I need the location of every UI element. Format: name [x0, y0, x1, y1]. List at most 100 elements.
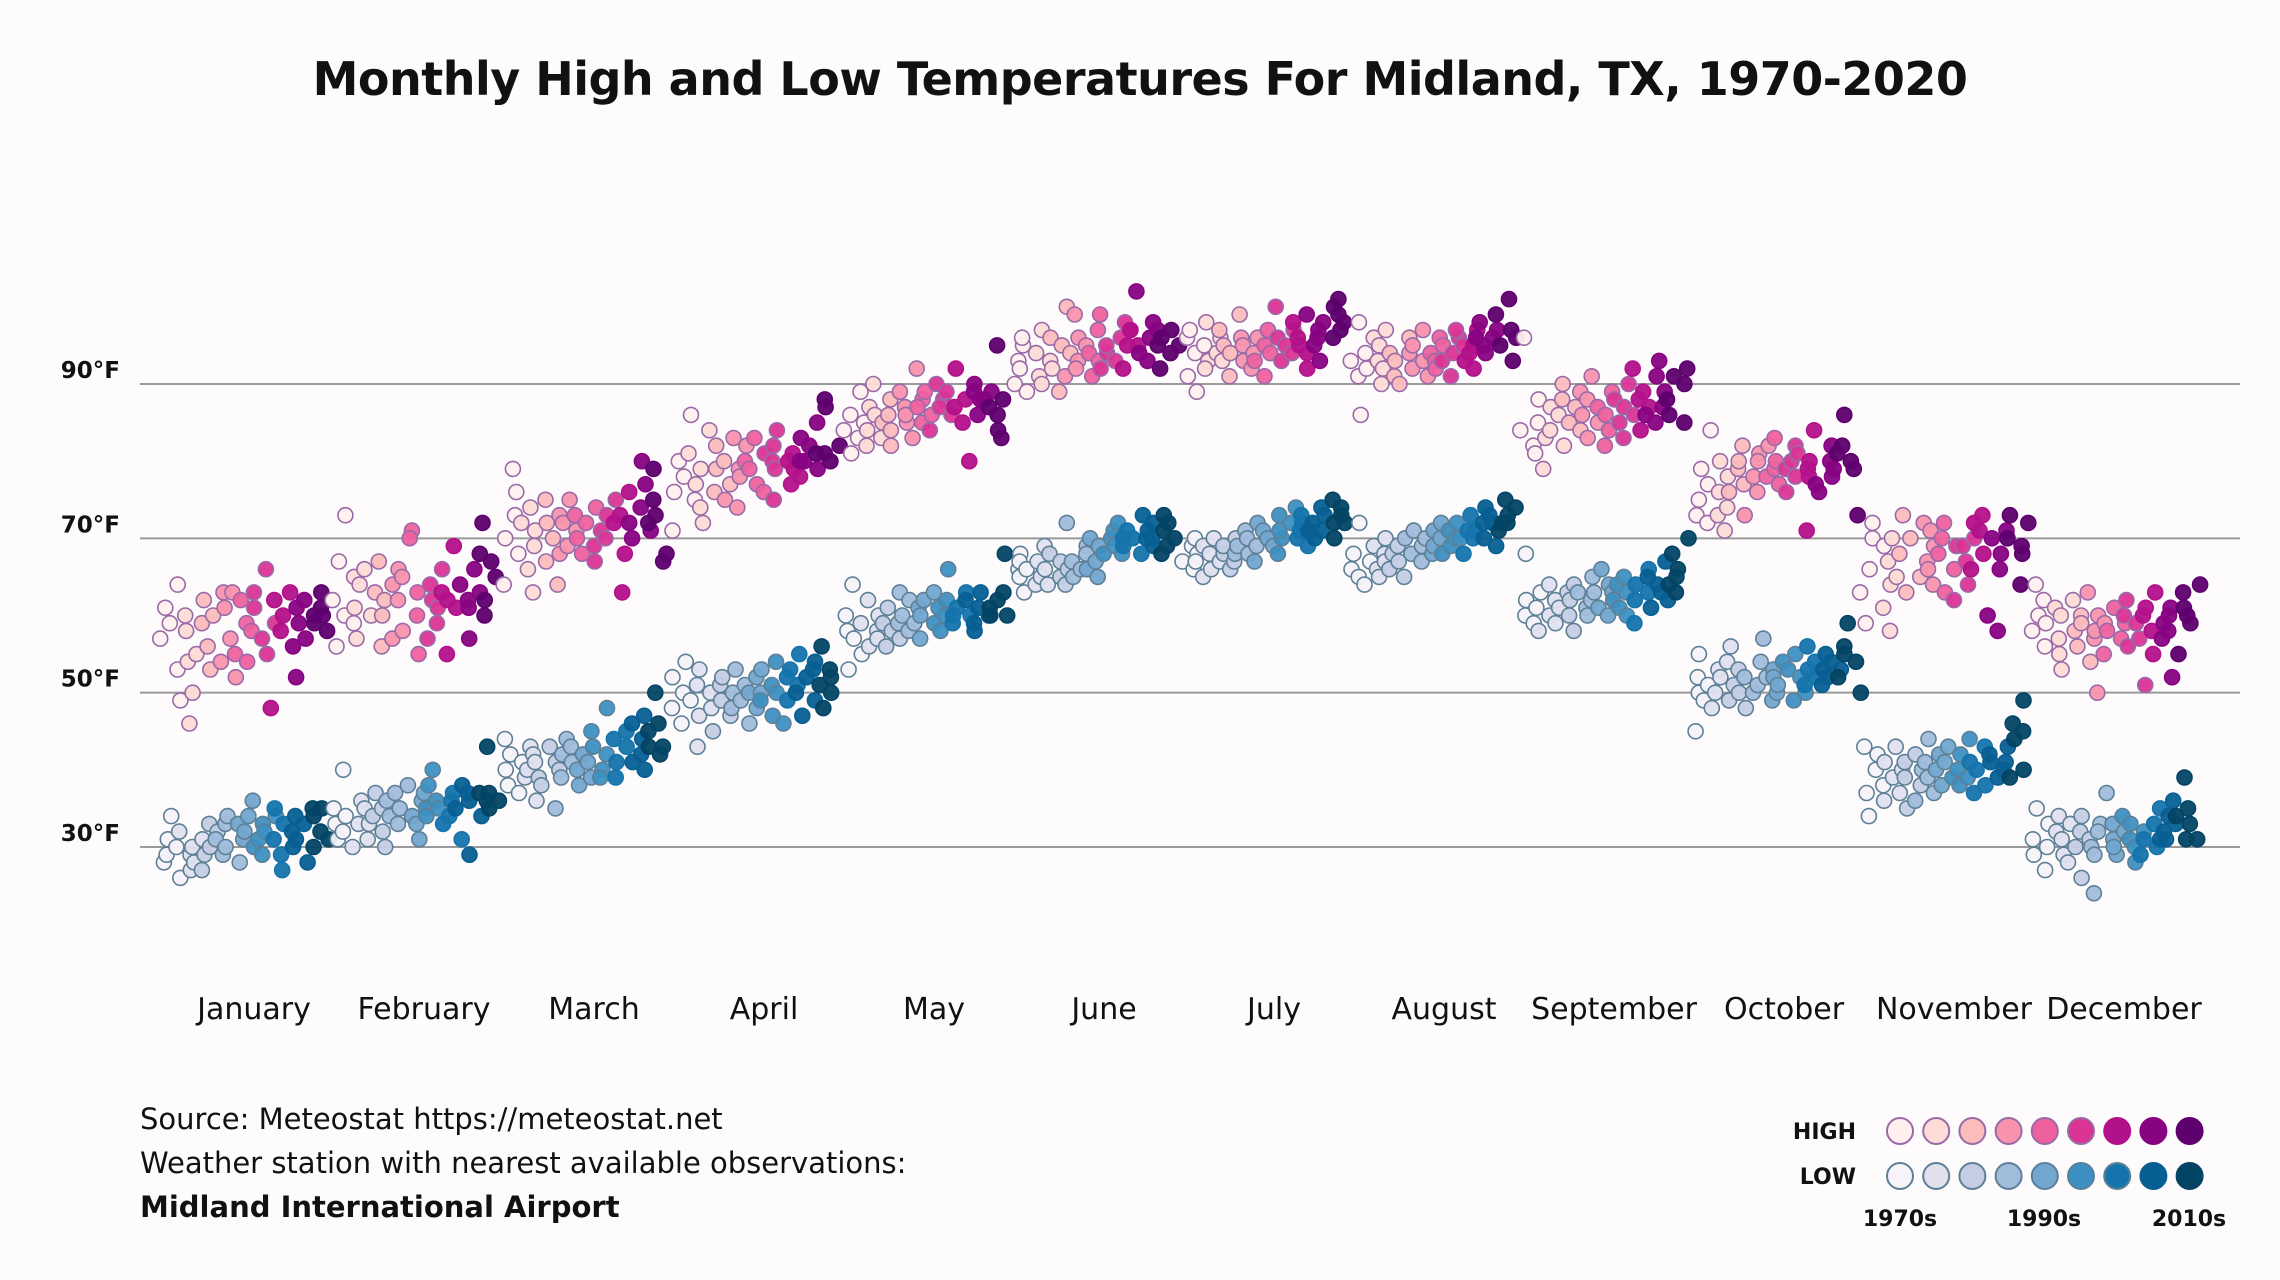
high-point	[1891, 545, 1908, 563]
low-point	[1627, 576, 1644, 593]
low-point	[957, 591, 974, 609]
low-point	[2073, 869, 2090, 887]
high-point	[632, 499, 650, 516]
high-point	[1611, 414, 1628, 431]
low-point	[1887, 738, 1904, 756]
low-point	[2164, 792, 2182, 810]
low-point	[1547, 614, 1564, 632]
low-point	[1187, 553, 1204, 570]
high-point	[1888, 568, 1905, 586]
low-point	[1669, 560, 1687, 578]
high-point	[409, 584, 426, 601]
high-point	[1596, 437, 1614, 455]
high-point	[715, 452, 733, 470]
low-point	[1144, 529, 1161, 547]
high-point	[573, 545, 591, 563]
high-point	[1692, 460, 1710, 478]
y-tick-label: 70°F	[61, 512, 120, 538]
low-point	[605, 730, 623, 748]
high-point	[1027, 344, 1045, 362]
high-point	[707, 437, 725, 455]
low-point	[995, 584, 1012, 601]
low-point	[1961, 730, 1978, 748]
low-point	[1722, 638, 1739, 655]
high-point	[274, 607, 292, 624]
high-point	[157, 599, 174, 617]
high-point	[808, 414, 826, 431]
high-point	[1256, 367, 1273, 385]
low-point	[787, 684, 805, 702]
high-point	[433, 560, 451, 578]
high-point	[1864, 514, 1881, 532]
high-point	[2159, 622, 2177, 640]
high-point	[864, 375, 882, 393]
legend-high-swatch	[1922, 1117, 1951, 1145]
high-point	[324, 591, 341, 609]
low-point	[727, 661, 744, 678]
low-point	[1730, 684, 1748, 702]
low-point	[1626, 591, 1644, 609]
low-point	[688, 676, 706, 694]
high-point	[522, 499, 539, 516]
low-point	[845, 630, 863, 647]
high-point	[476, 607, 493, 624]
high-point	[1128, 283, 1145, 300]
high-point	[525, 537, 543, 555]
high-point	[831, 437, 848, 455]
high-point	[1836, 406, 1853, 424]
high-point	[1500, 290, 1518, 308]
high-point	[1992, 545, 2010, 563]
low-point	[170, 823, 188, 840]
legend-low-swatch	[1886, 1162, 1914, 1190]
low-point	[168, 838, 185, 856]
low-point	[1852, 684, 1870, 702]
low-point	[193, 861, 211, 879]
high-point	[504, 460, 522, 478]
high-point	[2001, 506, 2019, 524]
high-point	[176, 607, 194, 624]
high-point	[1311, 352, 1329, 370]
low-point	[584, 738, 602, 756]
high-point	[694, 514, 712, 532]
high-point	[1579, 429, 1596, 447]
high-point	[245, 584, 263, 601]
month-label: October	[1724, 992, 1845, 1027]
low-point	[334, 823, 352, 840]
high-point	[1902, 529, 1919, 547]
y-axis-ticks: 30°F 50°F 70°F 90°F	[61, 358, 120, 847]
high-point	[765, 491, 783, 509]
low-point	[420, 776, 437, 794]
source-text: Source: Meteostat https://meteostat.net	[140, 1102, 723, 1136]
high-point	[607, 491, 625, 509]
high-point	[421, 576, 439, 593]
high-point	[161, 614, 179, 632]
low-point	[704, 722, 722, 740]
high-point	[620, 483, 638, 501]
legend-low-swatch	[1922, 1162, 1951, 1190]
low-point	[689, 738, 706, 756]
high-point	[908, 360, 926, 377]
low-point	[1095, 545, 1112, 563]
high-point	[2027, 576, 2044, 593]
high-point	[664, 522, 681, 539]
high-point	[394, 622, 412, 640]
low-point	[1018, 560, 1035, 578]
high-point	[2023, 622, 2041, 640]
high-point	[482, 553, 500, 570]
high-point	[852, 383, 869, 401]
high-point	[1114, 360, 1132, 377]
high-point	[419, 630, 436, 647]
low-point	[844, 576, 861, 593]
high-point	[1922, 522, 1939, 539]
low-point	[932, 622, 949, 640]
high-point	[495, 576, 513, 593]
low-point	[1667, 584, 1685, 601]
low-point	[2157, 830, 2175, 848]
high-point	[2136, 676, 2154, 694]
high-point	[675, 468, 693, 485]
high-point	[212, 653, 230, 671]
high-point	[1678, 360, 1696, 377]
high-point	[1716, 522, 1733, 539]
low-point	[1876, 753, 1893, 771]
low-point	[2038, 838, 2056, 856]
